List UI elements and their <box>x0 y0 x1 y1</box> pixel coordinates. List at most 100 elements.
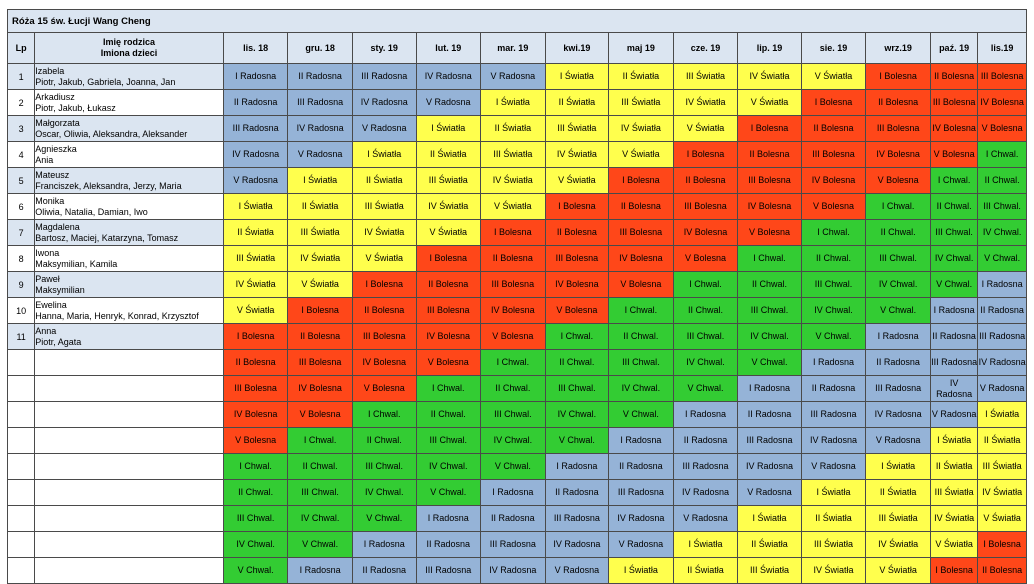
mystery-cell: V Chwal. <box>977 245 1027 272</box>
mystery-cell: I Chwal. <box>977 141 1027 168</box>
mystery-cell: III Światła <box>737 557 802 584</box>
row-number <box>6 479 36 506</box>
table-row: V Bolesna I Chwal. II Chwal. III Chwal. IV C… <box>6 427 1027 454</box>
mystery-cell: I Bolesna <box>544 193 610 220</box>
header-month: cze. 19 <box>672 32 739 64</box>
mystery-cell: V Chwal. <box>929 271 979 298</box>
mystery-cell: III Chwal. <box>415 427 482 454</box>
mystery-cell: III Chwal. <box>929 219 979 246</box>
mystery-cell: V Radosna <box>351 115 417 142</box>
mystery-cell: IV Radosna <box>351 89 417 116</box>
mystery-cell: II Światła <box>544 89 610 116</box>
mystery-cell: III Radosna <box>929 349 979 376</box>
header-parent-label: Imię rodzica <box>103 37 156 47</box>
mystery-cell: IV Światła <box>287 245 353 272</box>
mystery-cell: III Światła <box>608 89 674 116</box>
mystery-cell: II Radosna <box>737 401 802 428</box>
mystery-cell: IV Chwal. <box>415 453 482 480</box>
table-row: IV Chwal. V Chwal. I Radosna II Radosna III … <box>6 531 1027 558</box>
mystery-cell: IV Bolesna <box>222 401 289 428</box>
mystery-cell: III Bolesna <box>415 297 482 324</box>
mystery-cell: V Światła <box>222 297 289 324</box>
mystery-cell: III Radosna <box>544 505 610 532</box>
mystery-cell: V Chwal. <box>351 505 417 532</box>
mystery-cell: I Światła <box>287 167 353 194</box>
table-row: IV Bolesna V Bolesna I Chwal. II Chwal. III … <box>6 401 1027 428</box>
mystery-cell: IV Chwal. <box>929 245 979 272</box>
mystery-cell: II Bolesna <box>865 89 931 116</box>
mystery-cell: III Światła <box>672 63 739 90</box>
header-month: maj 19 <box>608 32 674 64</box>
mystery-cell: III Światła <box>480 141 546 168</box>
header-month: gru. 18 <box>287 32 353 64</box>
table-row: 8 Iwona Maksymilian, Kamila III Światła IV Ś… <box>6 245 1027 272</box>
mystery-cell: IV Radosna <box>287 115 353 142</box>
mystery-cell: II Światła <box>929 453 979 480</box>
member-name-cell: Paweł Maksymilian <box>34 271 224 298</box>
parent-name: Monika <box>35 195 65 206</box>
mystery-cell: III Radosna <box>800 401 867 428</box>
mystery-cell: I Bolesna <box>929 557 979 584</box>
member-name-cell: Magdalena Bartosz, Maciej, Katarzyna, Tom… <box>34 219 224 246</box>
mystery-cell: V Radosna <box>800 453 867 480</box>
table-title: Róża 15 św. Łucji Wang Cheng <box>7 9 1027 33</box>
mystery-cell: V Radosna <box>865 427 931 454</box>
mystery-cell: III Bolesna <box>351 323 417 350</box>
mystery-cell: IV Chwal. <box>865 271 931 298</box>
mystery-cell: I Radosna <box>929 297 979 324</box>
mystery-cell: IV Radosna <box>800 427 867 454</box>
mystery-cell: III Chwal. <box>865 245 931 272</box>
member-name-cell: Agnieszka Ania <box>34 141 224 168</box>
row-number: 9 <box>6 271 36 298</box>
mystery-cell: III Bolesna <box>480 271 546 298</box>
mystery-cell: II Światła <box>865 479 931 506</box>
table-row: III Bolesna IV Bolesna V Bolesna I Chwal. II… <box>6 375 1027 402</box>
mystery-cell: II Radosna <box>800 375 867 402</box>
row-number <box>6 427 36 454</box>
mystery-cell: I Radosna <box>800 349 867 376</box>
member-name-cell <box>34 349 224 376</box>
parent-name: Magdalena <box>35 221 80 232</box>
mystery-cell: I Bolesna <box>672 141 739 168</box>
mystery-cell: IV Chwal. <box>608 375 674 402</box>
mystery-cell: I Światła <box>977 401 1027 428</box>
mystery-cell: III Światła <box>800 531 867 558</box>
mystery-cell: II Światła <box>672 557 739 584</box>
mystery-cell: I Bolesna <box>222 323 289 350</box>
mystery-cell: IV Bolesna <box>737 193 802 220</box>
mystery-cell: III Bolesna <box>287 349 353 376</box>
member-name-cell <box>34 375 224 402</box>
mystery-cell: I Radosna <box>672 401 739 428</box>
mystery-cell: I Bolesna <box>737 115 802 142</box>
mystery-cell: II Chwal. <box>608 323 674 350</box>
table-row: 5 Mateusz Franciszek, Aleksandra, Jerzy, M… <box>6 167 1027 194</box>
children-names: Franciszek, Aleksandra, Jerzy, Maria <box>35 180 182 191</box>
mystery-cell: IV Chwal. <box>222 531 289 558</box>
mystery-cell: III Światła <box>415 167 482 194</box>
header-month: kwi.19 <box>544 32 610 64</box>
mystery-cell: II Światła <box>800 505 867 532</box>
row-number <box>6 557 36 584</box>
mystery-cell: V Światła <box>672 115 739 142</box>
row-number: 7 <box>6 219 36 246</box>
row-number: 1 <box>6 63 36 90</box>
mystery-cell: IV Radosna <box>544 531 610 558</box>
parent-name: Ewelina <box>35 299 67 310</box>
member-name-cell: Anna Piotr, Agata <box>34 323 224 350</box>
mystery-cell: IV Radosna <box>865 401 931 428</box>
mystery-cell: V Radosna <box>608 531 674 558</box>
header-month: lis.19 <box>977 32 1027 64</box>
mystery-cell: IV Światła <box>865 531 931 558</box>
table-row: 10 Ewelina Hanna, Maria, Henryk, Konrad, K… <box>6 297 1027 324</box>
mystery-cell: V Chwal. <box>544 427 610 454</box>
children-names: Maksymilian <box>35 284 85 295</box>
mystery-cell: III Radosna <box>415 557 482 584</box>
mystery-cell: III Bolesna <box>672 193 739 220</box>
mystery-cell: III Światła <box>929 479 979 506</box>
mystery-cell: III Światła <box>222 245 289 272</box>
mystery-cell: II Bolesna <box>608 193 674 220</box>
header-month: sie. 19 <box>800 32 867 64</box>
rosary-schedule-table: Róża 15 św. Łucji Wang Cheng Lp Imię rod… <box>6 9 1027 584</box>
mystery-cell: II Chwal. <box>222 479 289 506</box>
mystery-cell: III Chwal. <box>544 375 610 402</box>
